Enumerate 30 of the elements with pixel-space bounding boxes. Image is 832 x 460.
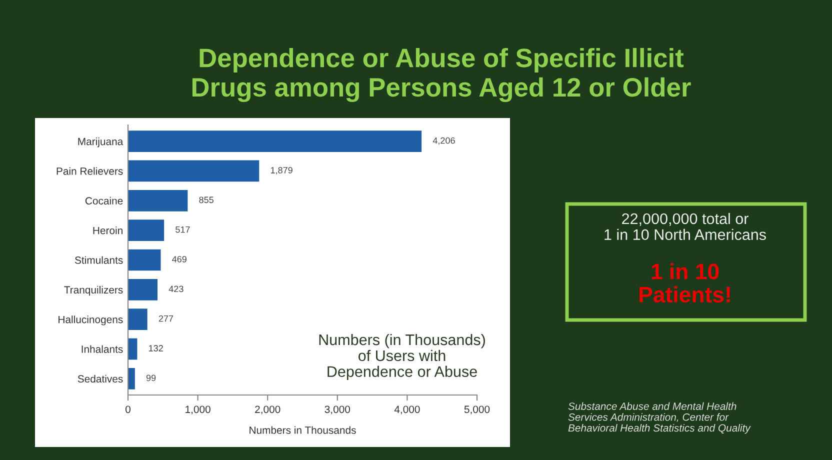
text: 22,000,000 total or 1 in 10 North Americans [604, 212, 766, 240]
x-tick-label: 1,000 [186, 406, 210, 414]
y-tick-label: Tranquilizers [64, 286, 123, 296]
y-tick-label: Hallucinogens [58, 316, 123, 326]
text: Substance Abuse and Mental Health Services Administration, Center for Behavioral Health Statistics and Quality [568, 402, 751, 434]
data-label: 4,206 [432, 137, 455, 145]
data-label: 855 [199, 196, 214, 204]
x-tick-label: 4,000 [394, 406, 420, 414]
text: 1 in 10 Patients! [640, 263, 730, 303]
y-tick-label: Sedatives [78, 374, 123, 383]
x-tick-label: 2,000 [255, 406, 280, 414]
y-tick-label: Marijuana [78, 138, 124, 148]
data-label: 469 [172, 256, 186, 262]
data-label: 517 [176, 226, 190, 233]
data-label: 277 [158, 315, 174, 322]
y-tick-label: Inhalants [82, 345, 123, 353]
data-label: 132 [149, 345, 163, 352]
y-tick-label: Stimulants [74, 256, 123, 264]
y-tick-label: Heroin [93, 226, 122, 234]
x-tick-label: 0 [126, 406, 130, 414]
x-tick-label: 5,000 [464, 406, 490, 414]
y-tick-label: Pain Relievers [56, 167, 123, 175]
x-axis-title: Numbers in Thousands [250, 426, 356, 434]
data-label: 99 [146, 374, 156, 382]
data-label: 1,879 [270, 167, 292, 174]
annotation: Numbers (in Thousands) of Users with Dependence or Abuse [319, 334, 485, 380]
y-tick-label: Cocaine [85, 196, 123, 205]
chart-title: Dependence or Abuse of Specific Illicit Drugs among Persons Aged 12 or Older [192, 48, 691, 102]
x-tick-label: 3,000 [324, 406, 350, 414]
data-label: 423 [168, 286, 184, 292]
